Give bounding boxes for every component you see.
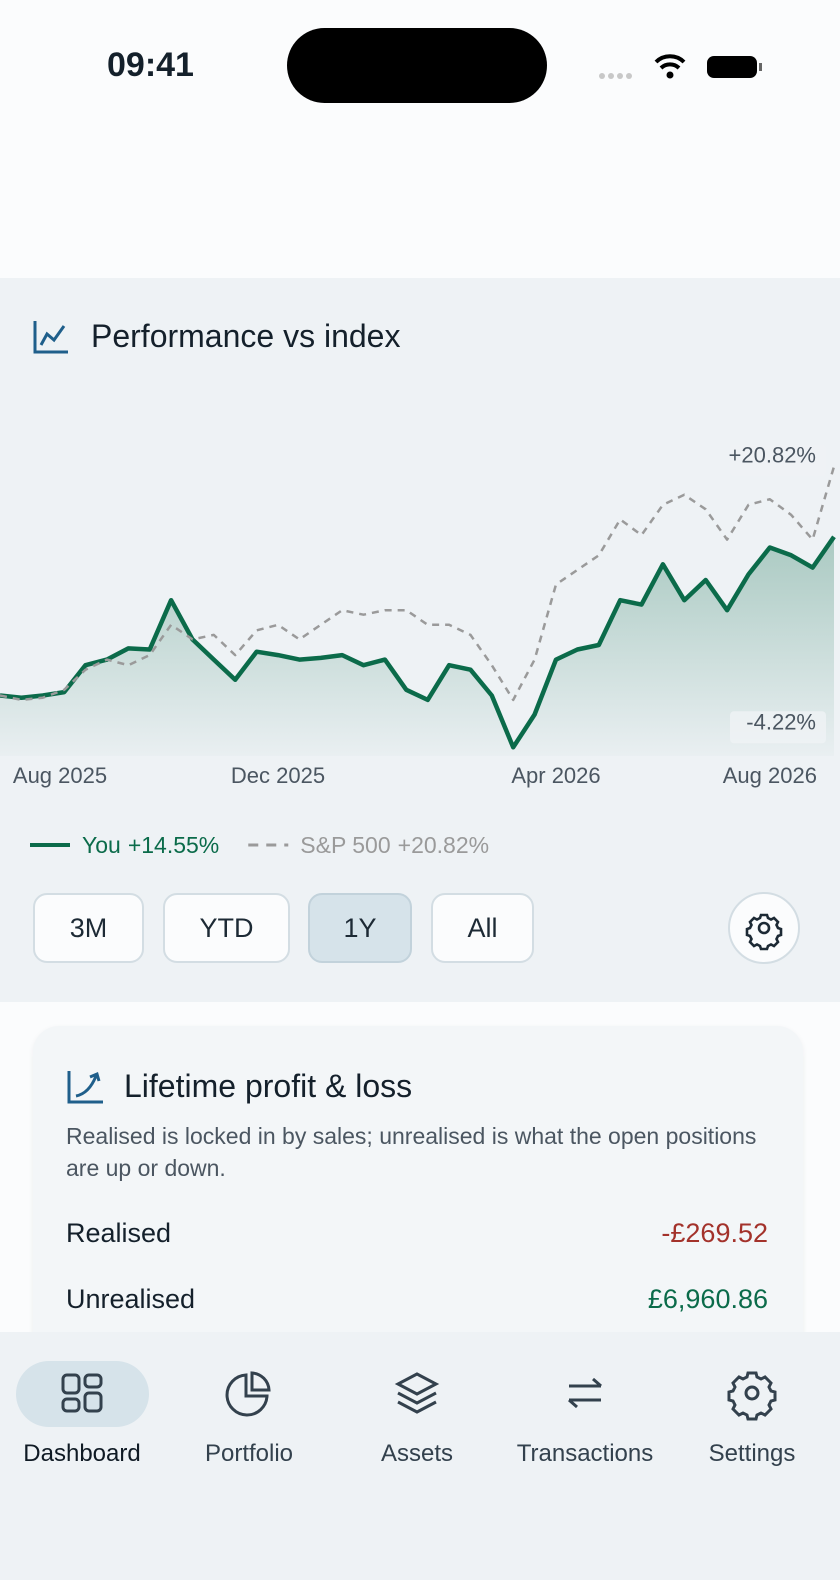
legend-name: S&P 500: [300, 832, 390, 858]
x-tick-label: Apr 2026: [511, 763, 600, 788]
chart-icon: [33, 321, 68, 354]
tab-label[interactable]: Settings: [708, 1440, 796, 1467]
chart: Aug 2025 Dec 2025 Apr 2026 Aug 2026 +20.82% -…: [0, 443, 836, 788]
legend: You +14.55% S&P 500 +20.82%: [30, 832, 489, 858]
annotation: +20.82%: [729, 443, 816, 468]
x-tick-label: Aug 2025: [13, 763, 107, 788]
card-title: Lifetime profit & loss: [124, 1068, 413, 1104]
range-button[interactable]: YTD: [163, 893, 290, 963]
tab-label[interactable]: Portfolio: [204, 1440, 294, 1467]
dynamic-island: [287, 28, 547, 103]
chart-settings-button[interactable]: [728, 892, 800, 964]
series-line: [0, 535, 836, 750]
legend-entry: You +14.55%: [82, 832, 219, 858]
legend-change: +20.82%: [398, 832, 489, 858]
row-value: -£269.52: [661, 1218, 768, 1248]
chart-title: Performance vs index: [91, 318, 401, 354]
row-label: Unrealised: [66, 1284, 196, 1314]
range-button[interactable]: 1Y: [308, 893, 412, 963]
tab-label[interactable]: Transactions: [516, 1440, 654, 1467]
x-tick-label: Dec 2025: [231, 763, 325, 788]
tab-label[interactable]: Dashboard: [23, 1440, 141, 1467]
legend-change: +14.55%: [128, 832, 219, 858]
tab-icons: [61, 1371, 777, 1421]
card-description: Realised is locked in by sales; unrealis…: [66, 1123, 757, 1181]
legend-entry: S&P 500 +20.82%: [300, 832, 489, 858]
range-button[interactable]: 3M: [33, 893, 144, 963]
row-value: £6,960.86: [647, 1284, 768, 1314]
annotation: -4.22%: [746, 709, 816, 734]
active-tab-pill: [16, 1361, 149, 1427]
range-button[interactable]: All: [431, 893, 534, 963]
series-line: [0, 466, 836, 702]
status-time: 09:41: [107, 46, 194, 84]
row-label: Realised: [66, 1218, 172, 1248]
annotation-bg: [730, 711, 826, 744]
pnl-icon: [67, 1071, 103, 1104]
area: [0, 536, 834, 756]
tab-label[interactable]: Assets: [380, 1440, 454, 1467]
annotation-bg: [730, 444, 826, 477]
legend-name: You: [82, 832, 121, 858]
status-icons: [599, 54, 762, 79]
gear-icon: [745, 913, 783, 951]
x-tick-label: Aug 2026: [723, 763, 817, 788]
